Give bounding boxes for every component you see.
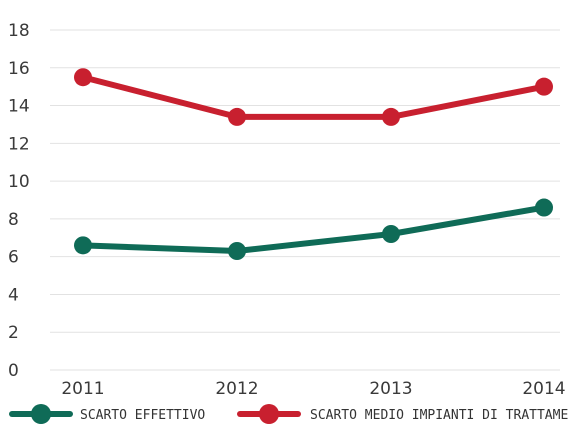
x-tick-label: 2013 bbox=[369, 379, 412, 399]
data-point bbox=[74, 68, 92, 87]
series-line bbox=[80, 74, 547, 120]
y-tick-label: 16 bbox=[8, 59, 30, 79]
legend-swatch-marker bbox=[259, 404, 279, 424]
y-tick-label: 4 bbox=[8, 285, 19, 305]
series-0 bbox=[74, 198, 553, 260]
series-line bbox=[80, 204, 547, 254]
legend-item: SCARTO EFFETTIVO bbox=[9, 404, 205, 424]
x-tick-label: 2012 bbox=[215, 379, 258, 399]
y-tick-label: 18 bbox=[8, 21, 30, 41]
y-axis-ticks: 0 2 4 6 8 10 12 14 16 18 bbox=[8, 21, 30, 381]
x-tick-label: 2011 bbox=[61, 379, 104, 399]
legend: SCARTO EFFETTIVO SCARTO MEDIO IMPIANTI DI… bbox=[9, 404, 569, 424]
series-1 bbox=[74, 68, 553, 126]
y-tick-label: 14 bbox=[8, 97, 30, 117]
data-point bbox=[228, 242, 246, 260]
data-point bbox=[382, 107, 400, 126]
y-tick-label: 6 bbox=[8, 248, 19, 268]
data-point bbox=[228, 107, 246, 126]
legend-label: SCARTO MEDIO IMPIANTI DI TRATTAMENTO bbox=[310, 408, 569, 423]
x-tick-label: 2014 bbox=[522, 379, 565, 399]
y-tick-label: 0 bbox=[8, 361, 19, 381]
legend-label: SCARTO EFFETTIVO bbox=[80, 408, 205, 423]
x-axis-ticks: 2011 2012 2013 2014 bbox=[61, 379, 565, 399]
y-tick-label: 2 bbox=[8, 323, 19, 343]
grid-lines bbox=[50, 29, 560, 371]
y-tick-label: 10 bbox=[8, 172, 30, 192]
data-point bbox=[535, 77, 553, 96]
legend-swatch-marker bbox=[31, 404, 51, 424]
data-point bbox=[382, 225, 400, 243]
y-tick-label: 12 bbox=[8, 134, 30, 154]
data-point bbox=[74, 236, 92, 255]
legend-item: SCARTO MEDIO IMPIANTI DI TRATTAMENTO bbox=[237, 404, 569, 424]
series-group bbox=[74, 68, 553, 260]
data-point bbox=[535, 198, 553, 217]
y-tick-label: 8 bbox=[8, 210, 19, 230]
